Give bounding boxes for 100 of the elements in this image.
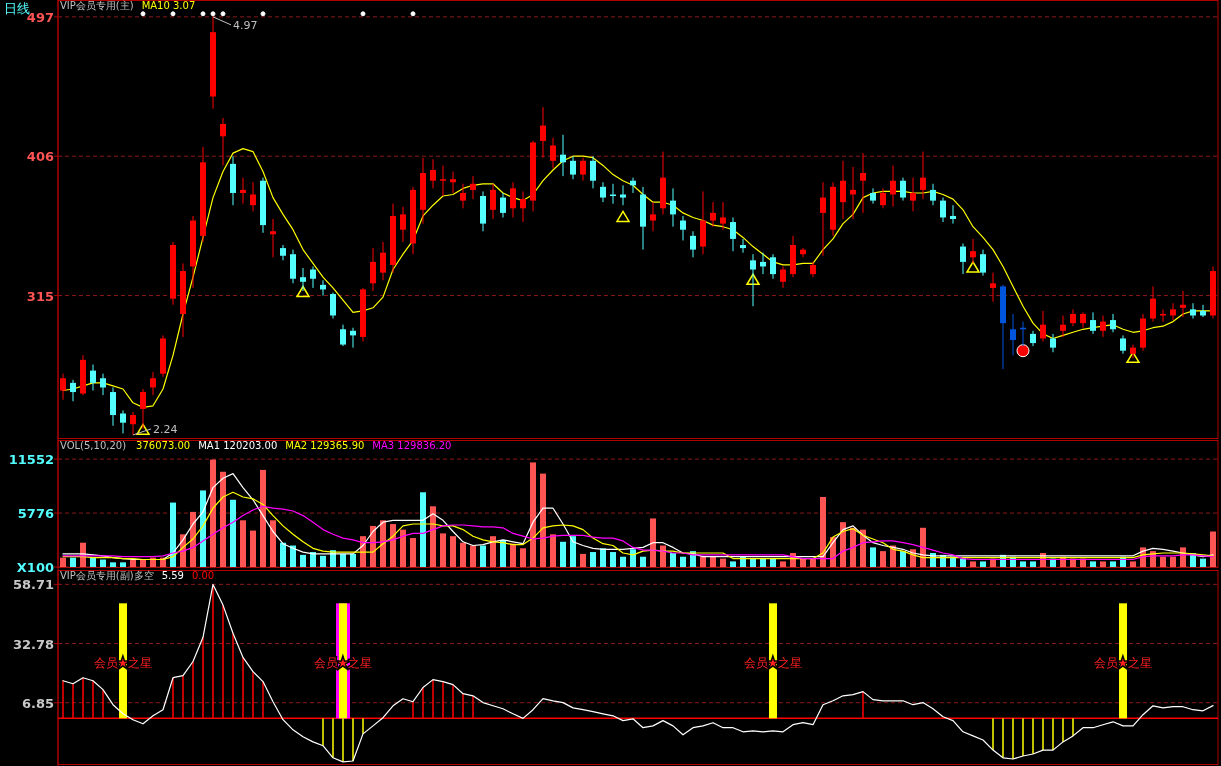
candlestick — [1100, 314, 1106, 338]
bar — [970, 561, 976, 567]
candlestick — [1170, 302, 1176, 321]
bar — [1110, 561, 1116, 567]
candlestick — [330, 292, 336, 320]
candlestick — [1180, 290, 1186, 318]
candlestick — [100, 373, 106, 396]
bar — [620, 556, 626, 567]
candlestick — [950, 204, 956, 225]
y-tick-label: 406 — [26, 149, 54, 165]
candlestick — [400, 206, 406, 243]
candlestick — [880, 187, 886, 209]
candlestick — [820, 181, 826, 257]
bar — [340, 553, 346, 567]
candlestick — [650, 201, 656, 232]
candlestick — [510, 181, 516, 218]
bar — [820, 496, 826, 567]
bar — [450, 536, 456, 567]
candlestick — [740, 238, 746, 254]
candlestick — [750, 253, 756, 307]
point — [1016, 344, 1030, 358]
candlestick — [1120, 334, 1126, 355]
bar — [320, 555, 326, 567]
bar — [380, 520, 386, 567]
bar — [220, 471, 226, 567]
series-label: 0.00 — [191, 570, 215, 581]
bar — [480, 545, 486, 567]
bar — [70, 557, 76, 567]
bar — [240, 520, 246, 567]
candlestick — [310, 265, 316, 289]
bar — [290, 545, 296, 567]
candlestick — [300, 267, 306, 292]
bar — [430, 506, 436, 567]
bar — [490, 536, 496, 567]
candlestick — [860, 152, 866, 214]
bar — [310, 552, 316, 567]
bar — [1200, 558, 1206, 567]
candlestick — [140, 388, 146, 430]
candlestick — [990, 272, 996, 303]
bar — [760, 558, 766, 567]
candlestick — [1080, 311, 1086, 329]
candlestick — [280, 244, 286, 261]
bar — [110, 562, 116, 567]
bar — [560, 541, 566, 567]
line-series — [62, 583, 1214, 763]
point — [136, 423, 150, 436]
candlestick — [870, 187, 876, 205]
bar — [900, 551, 906, 567]
candlestick — [580, 157, 586, 182]
candlestick — [1070, 308, 1076, 327]
text: MA10 3.07 — [141, 0, 196, 11]
candlestick — [90, 363, 96, 392]
candlestick — [440, 164, 446, 197]
bar — [190, 511, 196, 567]
candlestick — [1150, 285, 1156, 323]
point — [1126, 351, 1140, 364]
bar — [400, 529, 406, 567]
candlestick — [430, 158, 436, 189]
chart-title: VOL(5,10,20) — [60, 440, 127, 451]
bar — [200, 490, 206, 567]
bar — [810, 558, 816, 567]
candlestick — [1130, 344, 1136, 359]
candlestick — [780, 265, 786, 289]
candlestick — [560, 134, 566, 177]
bar — [860, 529, 866, 567]
point — [966, 261, 980, 273]
bar — [870, 547, 876, 567]
bar — [530, 462, 536, 567]
candlestick — [620, 184, 626, 206]
point — [746, 273, 760, 286]
candlestick — [960, 243, 966, 275]
candlestick — [710, 201, 716, 228]
bar — [470, 545, 476, 567]
bar — [540, 473, 546, 567]
bar — [1020, 561, 1026, 567]
bar — [410, 538, 416, 567]
y-tick-label: 58.71 — [12, 577, 54, 593]
annotation: 4.97 — [233, 18, 258, 32]
candlestick — [240, 177, 246, 205]
bar — [90, 557, 96, 567]
y-tick-label: 5776 — [17, 506, 54, 522]
bar — [580, 553, 586, 567]
bar — [640, 556, 646, 567]
candlestick — [120, 409, 126, 434]
bar — [1130, 561, 1136, 567]
line-series — [62, 491, 1214, 561]
line-series — [62, 505, 1214, 561]
bar — [420, 492, 426, 567]
candlestick — [340, 324, 346, 347]
y-tick-label: 32.78 — [12, 636, 54, 652]
candlestick — [770, 253, 776, 280]
bar — [630, 549, 636, 567]
bar — [60, 557, 66, 567]
bar — [500, 539, 506, 567]
candlestick — [890, 164, 896, 208]
bar — [570, 536, 576, 567]
candlestick — [370, 247, 376, 292]
candlestick — [1060, 314, 1066, 338]
candlestick — [150, 371, 156, 396]
candlestick — [900, 177, 906, 202]
